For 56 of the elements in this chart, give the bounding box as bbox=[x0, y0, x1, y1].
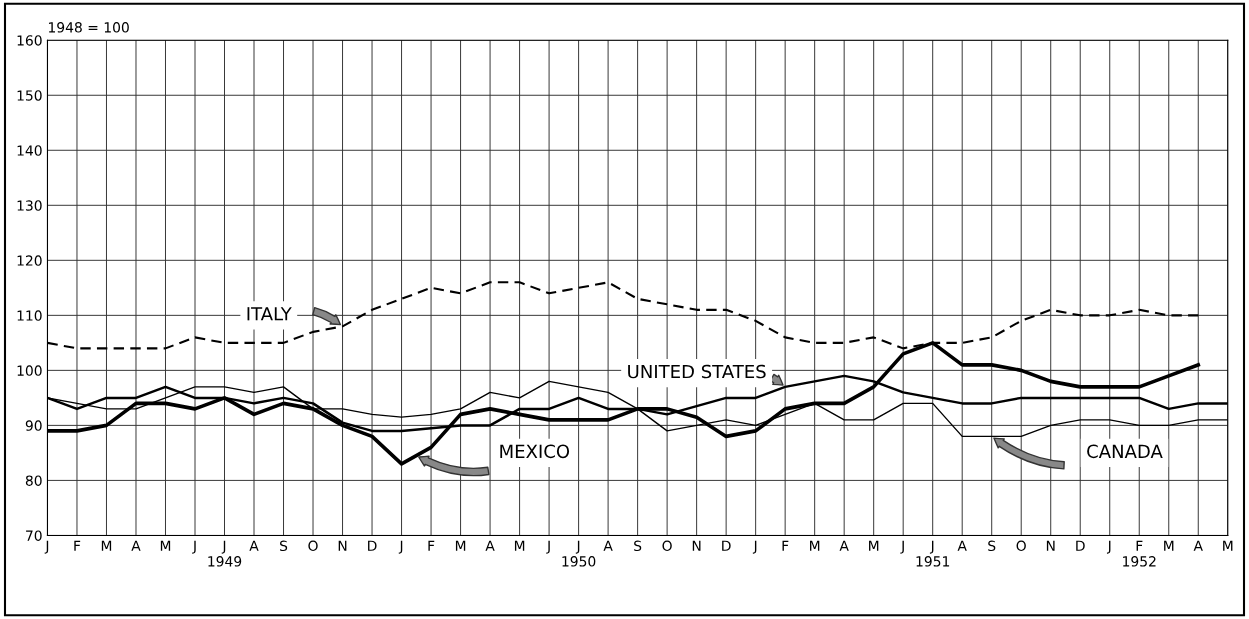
x-tick-label: M bbox=[514, 540, 525, 551]
x-tick-label: M bbox=[869, 540, 879, 551]
y-tick-label: 120 bbox=[17, 255, 42, 266]
x-tick-label: D bbox=[368, 540, 377, 551]
x-tick-label: F bbox=[74, 540, 81, 551]
x-tick-label: J 1949 bbox=[208, 540, 242, 567]
x-tick-label: D bbox=[722, 540, 731, 551]
x-tick-label: J 1950 bbox=[562, 540, 596, 567]
x-tick-label: N bbox=[692, 540, 701, 551]
x-tick-label: O bbox=[1016, 540, 1026, 552]
x-tick-label: M bbox=[101, 540, 112, 551]
series-label: UNITED STATES bbox=[628, 364, 766, 379]
y-tick-label: 90 bbox=[25, 420, 42, 431]
y-tick-label: 160 bbox=[17, 35, 42, 46]
y-tick-label: 150 bbox=[17, 90, 42, 101]
y-tick-label: 140 bbox=[17, 145, 42, 156]
y-tick-label: 110 bbox=[17, 310, 42, 321]
x-tick-label: J bbox=[1106, 540, 1111, 554]
x-tick-label: A bbox=[485, 540, 495, 551]
x-tick-label: A bbox=[839, 540, 849, 551]
x-tick-label: S bbox=[280, 540, 288, 552]
x-tick-label: J bbox=[192, 540, 196, 554]
x-tick-label: A bbox=[131, 540, 141, 551]
x-tick-label: N bbox=[1046, 540, 1055, 551]
x-tick-label: F 1952 bbox=[1123, 540, 1156, 567]
x-tick-label: M bbox=[810, 540, 820, 551]
x-tick-label: O bbox=[308, 540, 318, 552]
x-tick-label: F bbox=[782, 540, 789, 551]
x-tick-label: A bbox=[1193, 540, 1203, 551]
series-label: CANADA bbox=[1087, 444, 1163, 459]
y-tick-label: 100 bbox=[17, 365, 42, 376]
x-tick-label: J bbox=[546, 540, 550, 554]
x-tick-label: A bbox=[249, 540, 259, 551]
x-tick-label: J bbox=[752, 540, 757, 554]
series-label: ITALY bbox=[247, 307, 292, 321]
x-tick-label: J bbox=[44, 540, 49, 554]
x-tick-label: N bbox=[338, 540, 347, 551]
x-tick-label: A bbox=[957, 540, 967, 551]
x-tick-label: F bbox=[428, 540, 435, 551]
x-tick-label: M bbox=[160, 540, 171, 551]
x-tick-label: J bbox=[900, 540, 904, 554]
y-tick-label: 80 bbox=[25, 475, 42, 486]
x-tick-label: J bbox=[398, 540, 403, 554]
x-tick-label: M bbox=[1223, 540, 1233, 551]
x-tick-label: J 1951 bbox=[916, 540, 950, 567]
x-tick-label: A bbox=[603, 540, 613, 551]
y-tick-label: 130 bbox=[17, 200, 42, 211]
x-tick-label: S bbox=[634, 540, 642, 552]
y-tick-label: 70 bbox=[26, 530, 42, 541]
x-tick-label: O bbox=[662, 540, 672, 552]
x-tick-label: M bbox=[1164, 540, 1174, 551]
x-tick-label: M bbox=[455, 540, 466, 551]
series-label: MEXICO bbox=[500, 444, 570, 459]
x-tick-label: S bbox=[988, 540, 996, 552]
x-tick-label: D bbox=[1076, 540, 1085, 551]
y-axis-title: 1948 = 100 bbox=[48, 22, 129, 33]
